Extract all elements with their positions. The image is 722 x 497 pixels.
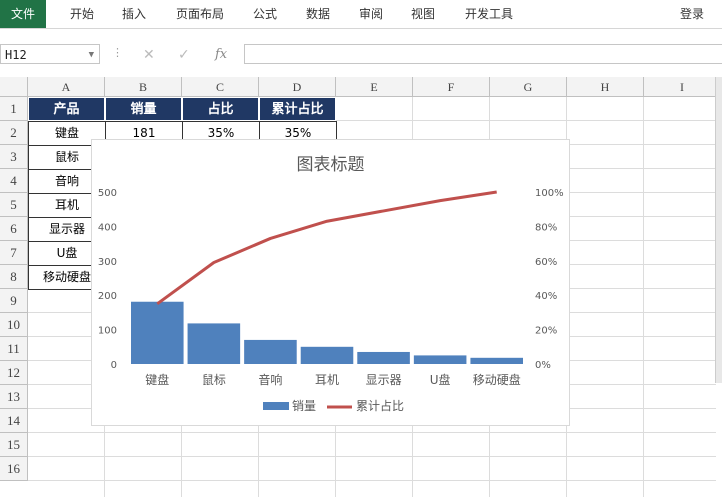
enter-icon[interactable]: ✓ [178,47,190,63]
legend-label-cumulative: 累计占比 [356,398,404,413]
x-axis-tick-label: 音响 [258,372,282,387]
x-axis-tick-label: 显示器 [366,373,402,387]
row-header-9[interactable]: 9 [0,289,28,313]
gridline [643,97,644,497]
bar-键盘 [131,301,184,364]
column-header-h[interactable]: H [567,77,644,97]
formula-input[interactable] [244,44,722,64]
column-header-f[interactable]: F [413,77,490,97]
ribbon-tab-home[interactable]: 开始 [69,7,94,21]
name-box[interactable]: H12 ▼ [0,44,100,64]
table-header-cumulative-share[interactable]: 累计占比 [259,97,336,121]
ribbon-tab-developer[interactable]: 开发工具 [464,7,513,21]
row-header-3[interactable]: 3 [0,145,28,169]
row-header-13[interactable]: 13 [0,385,28,409]
y-axis-left-tick-label: 0 [111,360,117,371]
select-all-corner[interactable] [0,77,28,97]
y-axis-right-tick-label: 100% [535,188,564,199]
worksheet[interactable]: 16 15 14 13 12 11 10 9 8 7 6 5 4 3 2 1 I H G F E D C B A 产品 销量 占比… [0,77,716,497]
y-axis-left-tick-label: 200 [98,291,117,302]
column-header-d[interactable]: D [259,77,336,97]
row-header-6[interactable]: 6 [0,217,28,241]
vertical-scrollbar[interactable] [715,77,722,383]
row-header-1[interactable]: 1 [0,97,28,121]
bar-显示器 [357,351,410,364]
pareto-chart[interactable]: 图表标题 0 100 200 300 400 500 0% 20% 40% 60% 80% 100% 键… [91,139,570,426]
row-header-2[interactable]: 2 [0,121,28,145]
column-header-i[interactable]: I [644,77,716,97]
row-header-4[interactable]: 4 [0,169,28,193]
y-axis-left-tick-label: 100 [98,326,117,337]
row-header-10[interactable]: 10 [0,313,28,337]
row-header-15[interactable]: 15 [0,433,28,457]
bar-移动硬盘 [470,357,523,364]
row-header-16[interactable]: 16 [0,457,28,481]
ribbon-tab-page-layout[interactable]: 页面布局 [175,7,224,21]
y-axis-right-tick-label: 40% [535,291,557,302]
column-header-g[interactable]: G [490,77,567,97]
ribbon-tab-review[interactable]: 审阅 [358,7,383,21]
x-axis-tick-label: 键盘 [145,372,169,387]
y-axis-left-tick-label: 400 [98,222,117,233]
y-axis-right-tick-label: 60% [535,257,557,268]
y-axis-left-tick-label: 500 [98,188,117,199]
table-header-product[interactable]: 产品 [28,97,105,121]
gridline [28,456,716,457]
gridline [28,480,716,481]
y-axis-right-tick-label: 80% [535,222,557,233]
x-axis-tick-label: 鼠标 [202,373,226,387]
row-header-11[interactable]: 11 [0,337,28,361]
row-header-7[interactable]: 7 [0,241,28,265]
table-header-share[interactable]: 占比 [182,97,259,121]
bar-音响 [244,339,297,364]
column-header-c[interactable]: C [182,77,259,97]
y-axis-right-tick-label: 20% [535,326,557,337]
login-link[interactable]: 登录 [679,7,704,21]
column-header-e[interactable]: E [336,77,413,97]
gridline [28,120,716,121]
row-header-14[interactable]: 14 [0,409,28,433]
column-header-a[interactable]: A [28,77,105,97]
chart-plot: 0 100 200 300 400 500 0% 20% 40% 60% 80% 100% 键盘 鼠标 音响… [98,188,564,413]
insert-function-icon[interactable]: fx [215,47,228,62]
bar-鼠标 [187,323,241,364]
line-series-cumulative [156,190,497,306]
ribbon-tab-data[interactable]: 数据 [305,7,330,21]
x-axis-tick-label: 移动硬盘 [473,372,521,387]
column-header-b[interactable]: B [105,77,182,97]
formula-bar: H12 ▼ ⋮ ✕ ✓ fx [0,42,722,68]
cancel-icon[interactable]: ✕ [143,47,155,63]
x-axis-tick-label: U盘 [430,372,451,387]
ribbon-tab-file[interactable]: 文件 [0,0,46,28]
drag-handle-icon[interactable]: ⋮ [112,46,123,59]
legend-swatch-sales [263,402,289,410]
x-axis-tick-label: 耳机 [315,373,339,387]
ribbon: 文件 开始 插入 页面布局 公式 数据 审阅 视图 开发工具 登录 [0,0,722,29]
row-header-12[interactable]: 12 [0,361,28,385]
y-axis-left-tick-label: 300 [98,257,117,268]
chevron-down-icon[interactable]: ▼ [88,50,94,60]
ribbon-tab-view[interactable]: 视图 [410,7,435,21]
y-axis-right-tick-label: 0% [535,360,551,371]
chart-title[interactable]: 图表标题 [296,155,365,175]
name-box-value: H12 [5,48,27,62]
row-header-8[interactable]: 8 [0,265,28,289]
bar-U盘 [413,355,467,364]
row-header-5[interactable]: 5 [0,193,28,217]
ribbon-tab-formulas[interactable]: 公式 [252,7,277,21]
table-header-sales[interactable]: 销量 [105,97,182,121]
gridline [28,432,716,433]
ribbon-tab-insert[interactable]: 插入 [121,7,146,21]
legend-label-sales: 销量 [292,399,316,413]
bar-耳机 [300,346,354,364]
